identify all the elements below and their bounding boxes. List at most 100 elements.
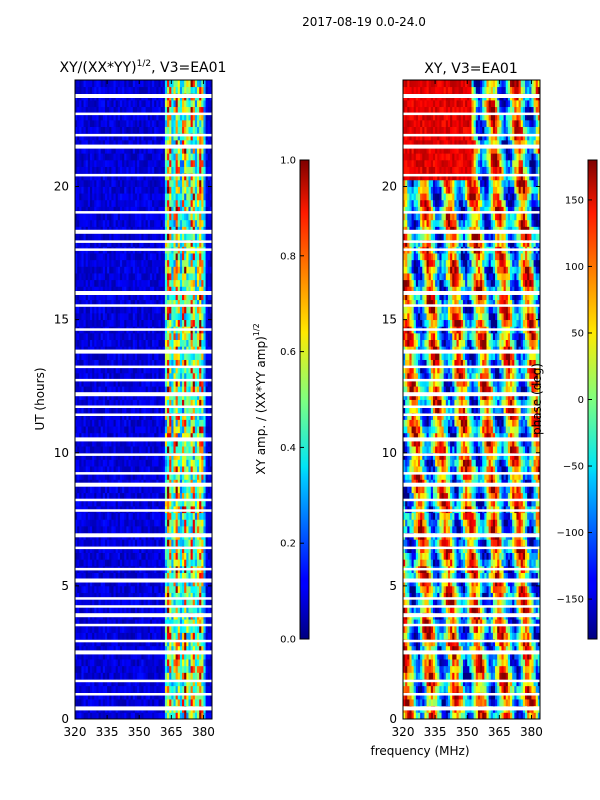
amplitude-heatmap-cell — [81, 412, 84, 420]
amplitude-heatmap-cell — [96, 332, 99, 340]
amplitude-heatmap-cell — [124, 652, 127, 660]
amplitude-heatmap-cell — [147, 512, 151, 520]
amplitude-heatmap-cell — [192, 266, 196, 274]
amplitude-heatmap-cell — [201, 299, 204, 307]
amplitude-heatmap-cell — [107, 545, 110, 553]
amplitude-heatmap-cell — [94, 632, 97, 640]
amplitude-heatmap-cell — [182, 392, 185, 400]
amplitude-heatmap-cell — [79, 652, 82, 660]
amplitude-heatmap-cell — [175, 632, 179, 640]
amplitude-heatmap-cell — [171, 665, 174, 673]
amplitude-heatmap-cell — [87, 452, 91, 460]
amplitude-heatmap-cell — [124, 439, 127, 447]
amplitude-heatmap-cell — [182, 659, 185, 667]
amplitude-heatmap-cell — [89, 685, 93, 693]
amplitude-heatmap-cell — [190, 406, 194, 414]
amplitude-heatmap-cell — [158, 512, 162, 520]
amplitude-heatmap-cell — [113, 392, 117, 400]
amplitude-heatmap-cell — [126, 679, 129, 687]
amplitude-heatmap-cell — [147, 652, 151, 660]
amplitude-heatmap-cell — [190, 386, 194, 394]
amplitude-heatmap-cell — [83, 665, 87, 673]
amplitude-heatmap-cell — [128, 645, 132, 653]
amplitude-heatmap-cell — [194, 352, 198, 360]
amplitude-heatmap-cell — [152, 579, 155, 587]
amplitude-heatmap-cell — [173, 466, 177, 474]
amplitude-heatmap-cell — [177, 672, 181, 680]
amplitude-heatmap-cell — [111, 199, 114, 207]
amplitude-heatmap-cell — [194, 206, 198, 214]
amplitude-heatmap-cell — [152, 386, 155, 394]
amplitude-heatmap-cell — [102, 632, 106, 640]
amplitude-heatmap-cell — [79, 386, 82, 394]
amplitude-heatmap-cell — [207, 312, 211, 321]
amplitude-heatmap-cell — [87, 466, 91, 474]
amplitude-heatmap-cell — [130, 472, 134, 480]
amplitude-heatmap-cell — [124, 492, 127, 500]
amplitude-heatmap-cell — [96, 293, 99, 301]
amplitude-heatmap-cell — [147, 352, 151, 360]
amplitude-heatmap-cell — [188, 286, 191, 294]
amplitude-heatmap-cell — [122, 685, 125, 693]
amplitude-heatmap-cell — [201, 439, 204, 447]
amplitude-heatmap-cell — [141, 306, 144, 314]
amplitude-heatmap-cell — [92, 392, 95, 400]
amplitude-heatmap-cell — [130, 652, 134, 660]
amplitude-heatmap-cell — [126, 605, 129, 613]
amplitude-heatmap-cell — [122, 366, 125, 374]
amplitude-heatmap-cell — [139, 286, 142, 294]
amplitude-heatmap-cell — [83, 446, 87, 454]
amplitude-heatmap-cell — [158, 406, 162, 414]
amplitude-heatmap-cell — [190, 492, 194, 500]
amplitude-heatmap-cell — [182, 492, 185, 500]
amplitude-heatmap-cell — [188, 592, 191, 600]
amplitude-heatmap-cell — [203, 379, 206, 387]
amplitude-heatmap-cell — [184, 392, 187, 400]
amplitude-heatmap-cell — [190, 339, 194, 347]
amplitude-heatmap-cell — [92, 659, 95, 667]
amplitude-heatmap-cell — [143, 639, 147, 647]
amplitude-heatmap-cell — [98, 645, 102, 653]
amplitude-heatmap-cell — [128, 499, 132, 507]
amplitude-heatmap-cell — [83, 279, 87, 287]
amplitude-heatmap-cell — [162, 512, 166, 520]
amplitude-heatmap-cell — [109, 299, 112, 307]
amplitude-heatmap-cell — [104, 359, 108, 367]
amplitude-heatmap-cell — [117, 525, 121, 534]
amplitude-heatmap-cell — [192, 492, 196, 500]
amplitude-heatmap-cell — [77, 652, 80, 660]
amplitude-heatmap-cell — [154, 352, 157, 360]
amplitude-heatmap-cell — [197, 359, 200, 367]
amplitude-heatmap-cell — [177, 452, 181, 460]
amplitude-heatmap-cell — [111, 512, 114, 520]
amplitude-heatmap-cell — [100, 293, 104, 301]
amplitude-heatmap-cell — [199, 432, 202, 440]
amplitude-heatmap-cell — [109, 293, 112, 301]
amplitude-heatmap-cell — [96, 412, 99, 420]
amplitude-heatmap-cell — [130, 419, 134, 427]
amplitude-heatmap-cell — [124, 585, 127, 593]
amplitude-heatmap-cell — [81, 406, 84, 414]
amplitude-heatmap-cell — [209, 306, 212, 314]
amplitude-heatmap-cell — [199, 406, 202, 414]
amplitude-heatmap-cell — [141, 299, 144, 307]
amplitude-heatmap-cell — [192, 386, 196, 394]
amplitude-heatmap-cell — [126, 259, 129, 267]
amplitude-heatmap-cell — [117, 286, 121, 294]
amplitude-heatmap-cell — [102, 253, 106, 261]
amplitude-heatmap-cell — [169, 386, 172, 394]
amplitude-heatmap-cell — [83, 312, 87, 321]
amplitude-heatmap-cell — [104, 312, 108, 321]
amplitude-heatmap-cell — [109, 332, 112, 340]
amplitude-heatmap-cell — [188, 632, 191, 640]
amplitude-heatmap-cell — [199, 339, 202, 347]
amplitude-heatmap-cell — [160, 632, 164, 640]
amplitude-heatmap-cell — [96, 366, 99, 374]
amplitude-heatmap-cell — [160, 219, 164, 227]
amplitude-heatmap-cell — [171, 539, 174, 547]
amplitude-heatmap-cell — [158, 233, 162, 241]
amplitude-heatmap-cell — [107, 253, 110, 261]
amplitude-heatmap-cell — [177, 659, 181, 667]
amplitude-heatmap-cell — [205, 319, 209, 327]
amplitude-heatmap-cell — [79, 406, 82, 414]
